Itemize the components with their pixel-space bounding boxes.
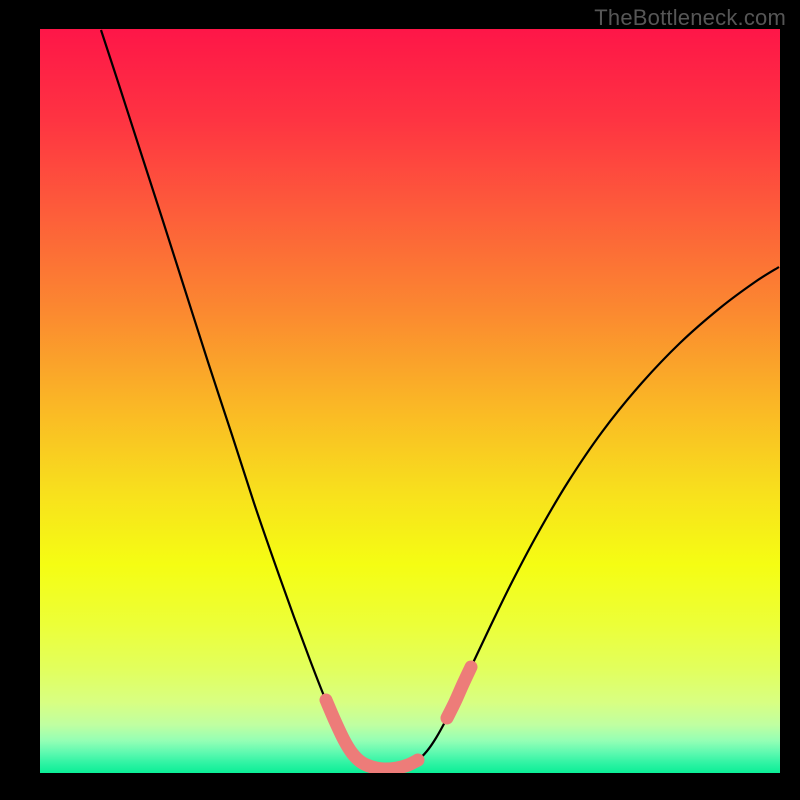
chart-root: TheBottleneck.com [0, 0, 800, 800]
watermark-text: TheBottleneck.com [594, 5, 786, 31]
plot-background [40, 29, 780, 773]
bottleneck-chart [0, 0, 800, 800]
